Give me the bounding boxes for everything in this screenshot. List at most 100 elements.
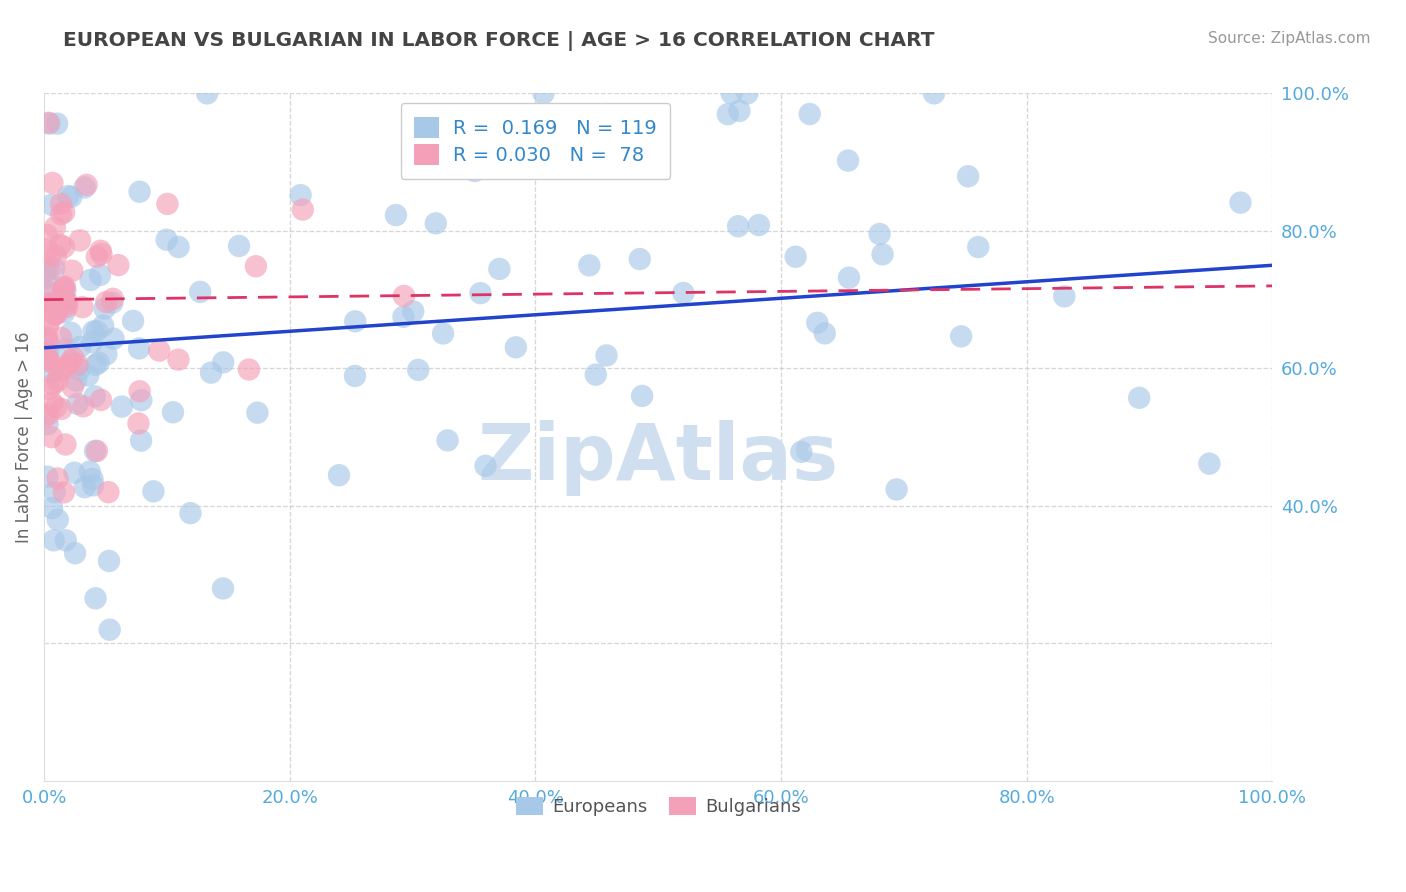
Point	[63, 466, 86, 480]
Point	[748, 218, 770, 232]
Point	[464, 164, 486, 178]
Point	[37, 352, 59, 367]
Point	[69, 340, 91, 354]
Point	[69, 362, 91, 376]
Point	[37, 242, 59, 256]
Y-axis label: In Labor Force | Age > 16: In Labor Force | Age > 16	[15, 332, 32, 543]
Point	[38, 249, 60, 263]
Point	[425, 216, 447, 230]
Point	[90, 392, 112, 407]
Point	[38, 408, 60, 422]
Point	[212, 355, 235, 369]
Point	[101, 292, 124, 306]
Point	[45, 400, 67, 414]
Point	[35, 331, 58, 345]
Point	[38, 116, 60, 130]
Point	[34, 284, 56, 298]
Point	[96, 347, 118, 361]
Point	[37, 330, 59, 344]
Point	[65, 374, 87, 388]
Point	[56, 300, 79, 314]
Point	[97, 485, 120, 500]
Point	[80, 335, 103, 350]
Point	[37, 318, 59, 333]
Point	[402, 304, 425, 318]
Point	[79, 465, 101, 479]
Point	[35, 264, 58, 278]
Point	[42, 533, 65, 548]
Point	[46, 117, 69, 131]
Point	[101, 295, 124, 310]
Point	[122, 314, 145, 328]
Point	[52, 290, 75, 304]
Point	[73, 180, 96, 194]
Text: Source: ZipAtlas.com: Source: ZipAtlas.com	[1208, 31, 1371, 46]
Point	[37, 351, 59, 365]
Point	[814, 326, 837, 341]
Point	[188, 285, 211, 299]
Point	[392, 289, 415, 303]
Point	[38, 262, 60, 277]
Point	[49, 196, 72, 211]
Point	[1229, 195, 1251, 210]
Point	[1198, 457, 1220, 471]
Point	[44, 485, 66, 500]
Point	[38, 354, 60, 368]
Point	[39, 301, 62, 316]
Point	[77, 368, 100, 383]
Point	[98, 623, 121, 637]
Point	[1128, 391, 1150, 405]
Point	[720, 87, 742, 101]
Point	[838, 270, 860, 285]
Point	[41, 396, 63, 410]
Point	[628, 252, 651, 266]
Point	[52, 361, 75, 376]
Point	[156, 233, 179, 247]
Point	[432, 326, 454, 341]
Point	[179, 506, 201, 520]
Text: EUROPEAN VS BULGARIAN IN LABOR FORCE | AGE > 16 CORRELATION CHART: EUROPEAN VS BULGARIAN IN LABOR FORCE | A…	[63, 31, 935, 51]
Point	[51, 401, 73, 416]
Point	[45, 307, 67, 321]
Point	[66, 358, 89, 372]
Point	[72, 300, 94, 314]
Point	[91, 318, 114, 333]
Point	[35, 297, 58, 311]
Point	[737, 87, 759, 101]
Point	[53, 305, 76, 319]
Point	[142, 484, 165, 499]
Point	[41, 296, 63, 310]
Point	[82, 478, 104, 492]
Point	[37, 335, 59, 350]
Point	[46, 374, 69, 388]
Point	[52, 485, 75, 500]
Point	[46, 471, 69, 485]
Point	[922, 87, 945, 101]
Point	[82, 325, 104, 339]
Point	[34, 343, 56, 358]
Point	[156, 197, 179, 211]
Point	[869, 227, 891, 241]
Point	[111, 400, 134, 414]
Point	[45, 249, 67, 263]
Point	[89, 268, 111, 282]
Point	[785, 250, 807, 264]
Point	[90, 247, 112, 261]
Point	[96, 295, 118, 310]
Point	[41, 365, 63, 379]
Point	[246, 406, 269, 420]
Point	[53, 240, 76, 254]
Point	[406, 363, 429, 377]
Point	[55, 437, 77, 451]
Point	[98, 554, 121, 568]
Point	[55, 533, 77, 548]
Point	[37, 297, 59, 311]
Point	[790, 445, 813, 459]
Point	[595, 107, 617, 121]
Point	[128, 342, 150, 356]
Point	[436, 434, 458, 448]
Point	[37, 417, 59, 432]
Point	[238, 362, 260, 376]
Point	[38, 382, 60, 396]
Point	[837, 153, 859, 168]
